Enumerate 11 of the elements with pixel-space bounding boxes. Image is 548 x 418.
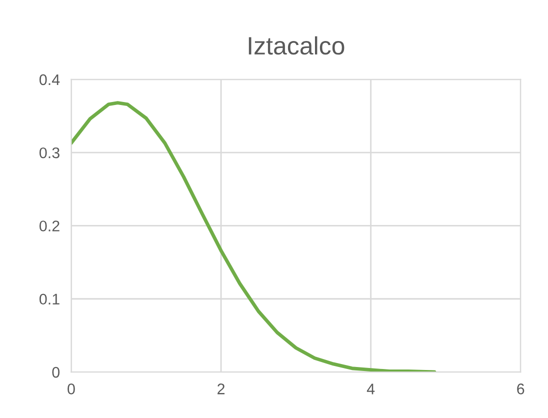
x-tick-label: 6 [517,384,524,394]
x-tick-label: 4 [366,384,375,394]
x-tick-label: 0 [68,384,75,394]
y-tick-label: 0.1 [39,294,60,305]
chart-title: Iztacalco [248,36,344,55]
y-tick-label: 0.4 [39,74,60,86]
line-series [71,101,436,372]
y-tick-label: 0 [52,366,60,378]
y-tick-label: 0.2 [39,220,60,232]
y-tick-label: 0.3 [39,147,60,158]
x-tick-label: 2 [218,384,225,394]
